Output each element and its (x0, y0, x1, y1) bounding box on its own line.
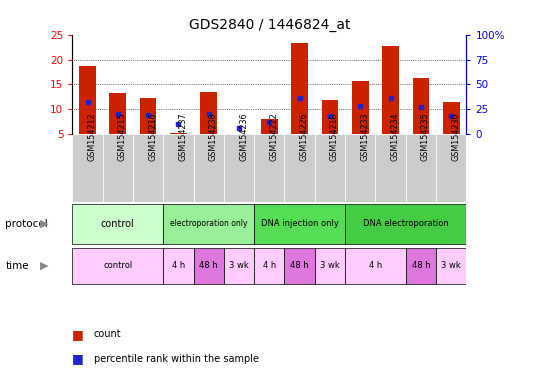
Text: GSM154230: GSM154230 (451, 112, 460, 161)
Text: GSM154233: GSM154233 (360, 112, 369, 161)
Text: protocol: protocol (5, 218, 48, 229)
Text: 3 wk: 3 wk (441, 262, 461, 270)
Bar (193, 134, 224, 202)
Bar (133, 134, 163, 202)
Bar (72, 248, 163, 284)
Bar (254, 204, 345, 243)
Bar (315, 248, 345, 284)
Bar (406, 248, 436, 284)
Text: count: count (94, 329, 122, 339)
Bar (200, 93, 217, 134)
Bar (163, 204, 254, 243)
Text: 4 h: 4 h (263, 262, 276, 270)
Bar (72, 204, 163, 243)
Text: ▶: ▶ (40, 261, 49, 271)
Text: control: control (101, 218, 135, 229)
Text: GSM154216: GSM154216 (148, 112, 157, 161)
Bar (322, 101, 338, 134)
Text: time: time (5, 261, 29, 271)
Text: 4 h: 4 h (172, 262, 185, 270)
Text: GSM154212: GSM154212 (87, 112, 96, 161)
Bar (224, 248, 254, 284)
Bar (224, 134, 254, 202)
Text: ▶: ▶ (40, 218, 49, 229)
Text: GSM154237: GSM154237 (178, 112, 188, 161)
Bar (285, 248, 315, 284)
Text: GSM154238: GSM154238 (209, 112, 218, 161)
Bar (352, 81, 369, 134)
Bar (72, 134, 103, 202)
Text: GSM154226: GSM154226 (300, 112, 309, 161)
Text: DNA electroporation: DNA electroporation (363, 219, 449, 228)
Bar (140, 98, 157, 134)
Text: GSM154215: GSM154215 (118, 112, 127, 161)
Bar (109, 93, 126, 134)
Bar (345, 204, 466, 243)
Bar (345, 134, 375, 202)
Text: 3 wk: 3 wk (229, 262, 249, 270)
Bar (345, 248, 406, 284)
Bar (413, 78, 429, 134)
Text: GSM154236: GSM154236 (239, 112, 248, 161)
Bar (285, 134, 315, 202)
Bar (315, 134, 345, 202)
Text: 3 wk: 3 wk (320, 262, 340, 270)
Title: GDS2840 / 1446824_at: GDS2840 / 1446824_at (189, 18, 350, 32)
Bar (382, 46, 399, 134)
Text: GSM154218: GSM154218 (330, 112, 339, 161)
Bar (163, 248, 193, 284)
Bar (163, 134, 193, 202)
Text: ■: ■ (72, 328, 84, 341)
Text: 48 h: 48 h (412, 262, 430, 270)
Bar (443, 102, 459, 134)
Bar (254, 248, 285, 284)
Text: DNA injection only: DNA injection only (260, 219, 339, 228)
Text: GSM154235: GSM154235 (421, 112, 430, 161)
Bar (436, 248, 466, 284)
Text: 48 h: 48 h (291, 262, 309, 270)
Text: 48 h: 48 h (199, 262, 218, 270)
Text: GSM154234: GSM154234 (391, 112, 399, 161)
Bar (254, 134, 285, 202)
Text: control: control (103, 262, 132, 270)
Bar (79, 66, 96, 134)
Text: ■: ■ (72, 353, 84, 366)
Bar (170, 133, 187, 134)
Text: electroporation only: electroporation only (170, 219, 248, 228)
Text: GSM154222: GSM154222 (269, 112, 278, 161)
Bar (375, 134, 406, 202)
Text: percentile rank within the sample: percentile rank within the sample (94, 354, 259, 364)
Bar (291, 43, 308, 134)
Bar (193, 248, 224, 284)
Text: 4 h: 4 h (369, 262, 382, 270)
Bar (103, 134, 133, 202)
Bar (261, 119, 278, 134)
Bar (436, 134, 466, 202)
Bar (406, 134, 436, 202)
